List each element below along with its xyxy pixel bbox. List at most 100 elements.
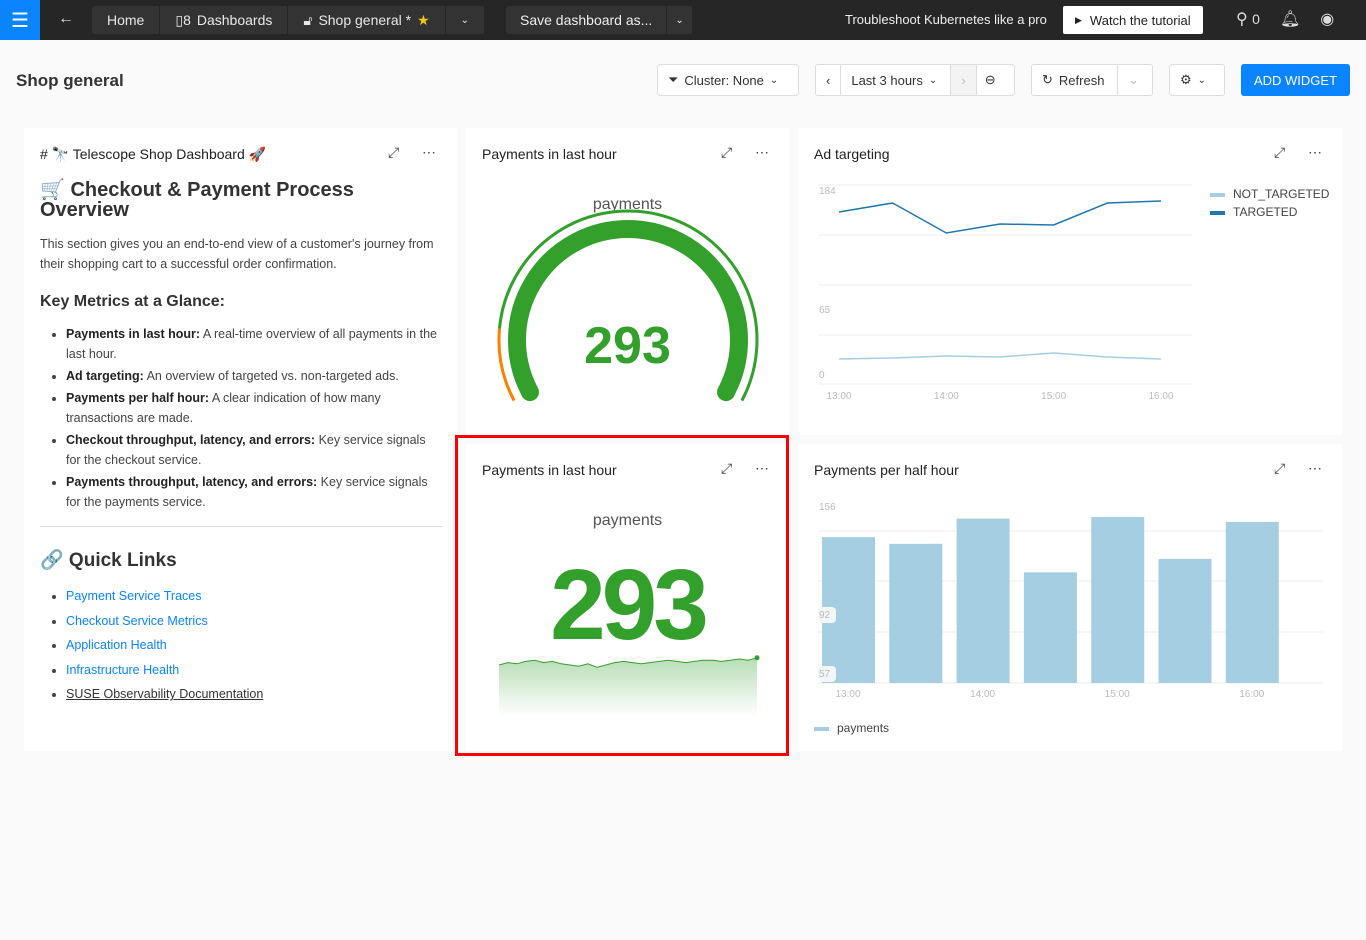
time-prev-button[interactable]: ‹ xyxy=(816,65,841,95)
metric-item: Payments per half hour: A clear indicati… xyxy=(66,388,442,428)
breadcrumb-dashboards[interactable]: ▯8 Dashboards xyxy=(160,6,288,34)
quick-link[interactable]: Infrastructure Health xyxy=(66,663,179,677)
breadcrumb: Home ▯8 Dashboards 🔓︎ Shop general * ★ ⌄ xyxy=(92,6,485,34)
pin-button[interactable]: ⚲ 0 xyxy=(1236,9,1260,29)
key-metrics-heading: Key Metrics at a Glance: xyxy=(40,292,442,312)
user-avatar-icon[interactable]: ◉ xyxy=(1320,9,1334,29)
gauge-value: 293 xyxy=(466,316,789,376)
add-widget-button[interactable]: ADD WIDGET xyxy=(1241,64,1350,96)
legend-item[interactable]: payments xyxy=(814,721,889,735)
legend-item[interactable]: NOT_TARGETED xyxy=(1210,185,1329,203)
metrics-list: Payments in last hour: A real-time overv… xyxy=(40,324,442,512)
refresh-dropdown[interactable]: ⌄ xyxy=(1118,65,1149,95)
legend-label: TARGETED xyxy=(1233,205,1297,219)
promo-text: Troubleshoot Kubernetes like a pro xyxy=(845,12,1047,27)
refresh-icon: ↻ xyxy=(1042,72,1053,88)
time-range-select[interactable]: Last 3 hours⌄ xyxy=(841,65,951,95)
payments-bar-chart: 156925713:0014:0015:0016:00 xyxy=(798,444,1342,751)
link-item: Infrastructure Health xyxy=(66,659,442,682)
legend-item[interactable]: TARGETED xyxy=(1210,203,1329,221)
quick-link[interactable]: SUSE Observability Documentation xyxy=(66,687,263,701)
metric-item: Ad targeting: An overview of targeted vs… xyxy=(66,366,442,386)
cluster-label: Cluster: None xyxy=(684,73,763,88)
save-dropdown[interactable]: ⌄ xyxy=(667,6,692,34)
filter-icon: ⏷ xyxy=(668,72,678,88)
page-title: Shop general xyxy=(16,71,124,91)
panel-title: # 🔭 Telescope Shop Dashboard 🚀 xyxy=(40,146,266,163)
chevron-down-icon: ⌄ xyxy=(461,15,469,26)
payments-per-half-hour-panel: Payments per half hour ⤢ ⋯ 156925713:001… xyxy=(798,444,1342,751)
bar xyxy=(957,519,1010,683)
link-item: Payment Service Traces xyxy=(66,585,442,608)
ad-targeting-panel: Ad targeting ⤢ ⋯ 18465013:0014:0015:0016… xyxy=(798,128,1342,435)
unlock-icon: 🔓︎ xyxy=(303,12,312,29)
gauge-panel: Payments in last hour ⤢ ⋯ payments 293 xyxy=(466,128,789,435)
cluster-filter[interactable]: ⏷Cluster: None⌄ xyxy=(657,64,799,96)
quick-link[interactable]: Application Health xyxy=(66,638,167,652)
refresh-button[interactable]: ↻Refresh xyxy=(1032,65,1118,95)
x-tick-label: 14:00 xyxy=(970,689,995,700)
metric-name: Ad targeting: xyxy=(66,369,144,383)
bar xyxy=(1024,572,1077,683)
time-next-button[interactable]: › xyxy=(951,65,976,95)
x-tick-label: 13:00 xyxy=(826,391,851,402)
settings-button[interactable]: ⚙⌄ xyxy=(1169,64,1225,96)
bar xyxy=(1226,522,1279,683)
dashboards-label: Dashboards xyxy=(197,12,273,28)
x-tick-label: 16:00 xyxy=(1239,689,1264,700)
bar xyxy=(889,544,942,683)
stat-panel: Payments in last hour ⤢ ⋯ payments 293 xyxy=(466,444,789,751)
chevron-down-icon: ⌄ xyxy=(675,15,683,26)
markdown-panel: # 🔭 Telescope Shop Dashboard 🚀 ⤢ ⋯ 🛒 Che… xyxy=(24,128,457,751)
ad-targeting-chart: 18465013:0014:0015:0016:00 xyxy=(798,128,1342,435)
sparkline xyxy=(466,444,789,751)
expand-icon[interactable]: ⤢ xyxy=(388,144,399,161)
pin-icon: ⚲ xyxy=(1236,11,1248,28)
legend: NOT_TARGETED TARGETED xyxy=(1210,185,1329,221)
home-label: Home xyxy=(107,12,144,28)
menu-icon[interactable]: ☰ xyxy=(0,0,40,40)
metric-item: Payments throughput, latency, and errors… xyxy=(66,472,442,512)
y-tick-label: 92 xyxy=(819,610,831,621)
quick-link[interactable]: Payment Service Traces xyxy=(66,589,201,603)
legend-label: NOT_TARGETED xyxy=(1233,187,1329,201)
metric-item: Payments in last hour: A real-time overv… xyxy=(66,324,442,364)
x-tick-label: 14:00 xyxy=(934,391,959,402)
chevron-down-icon: ⌄ xyxy=(1198,75,1206,86)
refresh-control: ↻Refresh ⌄ xyxy=(1031,64,1153,96)
save-dashboard-button[interactable]: Save dashboard as... xyxy=(506,6,667,34)
breadcrumb-home[interactable]: Home xyxy=(92,6,160,34)
metric-name: Payments throughput, latency, and errors… xyxy=(66,475,317,489)
x-tick-label: 13:00 xyxy=(835,689,860,700)
links-list: Payment Service Traces Checkout Service M… xyxy=(40,585,442,706)
metric-name: Payments per half hour: xyxy=(66,391,209,405)
more-options-icon[interactable]: ⋯ xyxy=(422,144,436,161)
bar xyxy=(1159,559,1212,683)
save-label: Save dashboard as... xyxy=(520,12,652,28)
markdown-content: 🛒 Checkout & Payment Process Overview Th… xyxy=(40,180,442,708)
x-tick-label: 16:00 xyxy=(1148,391,1173,402)
sparkline-endpoint xyxy=(755,655,760,660)
tutorial-label: Watch the tutorial xyxy=(1090,13,1191,28)
bar xyxy=(1091,517,1144,683)
back-arrow-icon[interactable]: ← xyxy=(58,10,74,28)
quick-link[interactable]: Checkout Service Metrics xyxy=(66,614,208,628)
zoom-out-button[interactable]: ⊖ xyxy=(977,65,1004,95)
breadcrumb-current[interactable]: 🔓︎ Shop general * ★ xyxy=(288,6,445,34)
link-item: Application Health xyxy=(66,634,442,657)
legend-label: payments xyxy=(837,721,889,735)
gauge-chart xyxy=(466,128,789,435)
dashboards-icon: ▯8 xyxy=(175,12,191,29)
y-tick-label: 57 xyxy=(819,669,831,680)
time-range-label: Last 3 hours xyxy=(851,73,923,88)
breadcrumb-dropdown[interactable]: ⌄ xyxy=(446,6,485,34)
star-icon[interactable]: ★ xyxy=(417,12,430,29)
play-icon: ▶ xyxy=(1075,15,1082,26)
pin-count: 0 xyxy=(1252,11,1260,27)
watch-tutorial-button[interactable]: ▶ Watch the tutorial xyxy=(1063,6,1203,34)
bell-icon[interactable]: 🔔︎ xyxy=(1280,9,1300,29)
overview-heading: 🛒 Checkout & Payment Process Overview xyxy=(40,180,442,220)
current-dashboard-label: Shop general * xyxy=(318,12,411,28)
quick-links-heading: 🔗 Quick Links xyxy=(40,551,442,571)
y-tick-label: 184 xyxy=(819,186,836,197)
